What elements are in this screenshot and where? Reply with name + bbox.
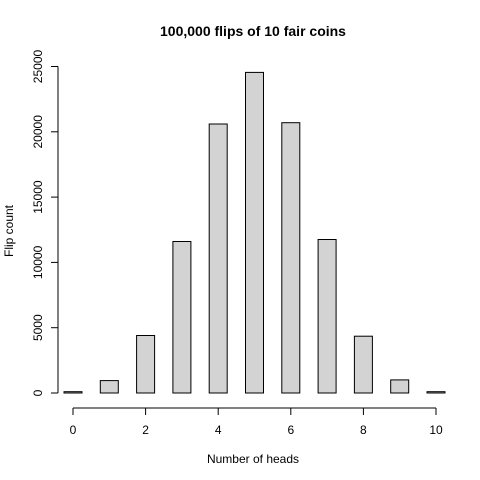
bar-1-heads [99,380,119,394]
bar-9-heads [390,379,410,394]
x-axis-label: Number of heads [207,452,299,466]
bar-3-heads [172,241,192,394]
y-tick-label-15000: 15000 [31,180,45,214]
y-tick-label-10000: 10000 [31,245,45,279]
x-tick-label-4: 4 [215,423,222,437]
bar-4-heads [208,123,228,394]
bar-0-heads [63,391,83,394]
bar-10-heads [426,391,446,394]
y-tick-label-0: 0 [31,389,45,396]
y-tick-label-20000: 20000 [31,115,45,149]
y-axis: 0 5000 10000 15000 20000 25000 [31,49,59,396]
x-tick-label-2: 2 [142,423,149,437]
x-tick-label-10: 10 [429,423,443,437]
chart-title: 100,000 flips of 10 fair coins [160,23,346,39]
x-tick-label-6: 6 [287,423,294,437]
y-tick-label-25000: 25000 [31,49,45,83]
bar-7-heads [317,239,337,394]
bars-group [63,71,446,394]
x-tick-label-8: 8 [360,423,367,437]
y-tick-label-5000: 5000 [31,314,45,341]
bar-5-heads [245,71,264,394]
x-tick-label-0: 0 [70,423,77,437]
bar-8-heads [353,335,373,394]
bar-6-heads [281,122,301,394]
y-axis-label: Flip count [2,204,16,257]
bar-2-heads [136,335,156,394]
x-axis: 0 2 4 6 8 10 [70,407,443,437]
